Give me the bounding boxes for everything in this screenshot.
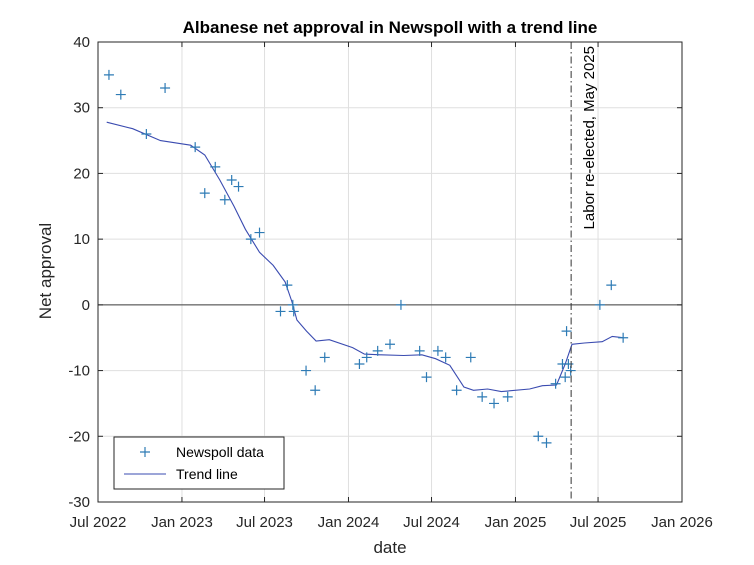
data-point	[533, 431, 544, 442]
x-tick-label: Jul 2025	[570, 514, 627, 531]
data-point	[451, 385, 462, 396]
data-point	[115, 89, 126, 100]
data-point	[288, 306, 299, 317]
data-point	[233, 181, 244, 192]
data-point	[421, 372, 432, 383]
data-point	[310, 385, 321, 396]
data-point	[275, 306, 286, 317]
annotation-group: Labor re-elected, May 2025	[570, 42, 598, 502]
data-point	[477, 391, 488, 402]
x-axis-label: date	[373, 538, 406, 557]
data-point	[550, 378, 561, 389]
x-axis-ticks: Jul 2022 Jan 2023 Jul 2023 Jan 2024 Jul 2024…	[70, 42, 713, 531]
data-point	[199, 188, 210, 199]
data-point	[465, 352, 476, 363]
legend: Newspoll data Trend line	[113, 436, 285, 490]
data-point	[563, 359, 574, 369]
data-point	[282, 280, 293, 291]
y-tick-label: -20	[68, 428, 90, 445]
data-point	[301, 365, 312, 376]
x-tick-label: Jul 2024	[403, 514, 460, 531]
y-tick-label: 40	[73, 34, 90, 51]
data-point	[160, 83, 171, 93]
trend-line	[106, 121, 624, 393]
data-point	[395, 299, 406, 310]
data-point	[319, 352, 330, 363]
data-point	[440, 352, 451, 363]
data-point	[541, 437, 552, 448]
x-tick-label: Jan 2025	[485, 514, 547, 531]
chart-title: Albanese net approval in Newspoll with a…	[183, 18, 598, 37]
data-markers	[103, 69, 629, 448]
data-point	[489, 398, 500, 409]
data-point	[432, 345, 443, 356]
data-point	[190, 142, 201, 153]
data-point	[594, 299, 605, 310]
y-tick-label: -10	[68, 363, 90, 380]
x-tick-label: Jul 2022	[70, 514, 127, 531]
y-tick-label: -30	[68, 494, 90, 511]
data-point	[254, 227, 265, 238]
legend-label: Newspoll data	[176, 444, 264, 460]
data-point	[210, 161, 221, 172]
data-point	[219, 194, 230, 205]
legend-marker-swatch	[140, 447, 150, 457]
data-point	[560, 372, 571, 383]
trend-line-group	[106, 121, 624, 393]
data-point	[141, 129, 152, 139]
y-tick-label: 10	[73, 231, 90, 248]
x-tick-label: Jan 2023	[151, 514, 213, 531]
data-point	[226, 175, 237, 185]
y-tick-label: 20	[73, 165, 90, 182]
x-tick-label: Jul 2023	[236, 514, 293, 531]
y-axis-label: Net approval	[36, 223, 55, 319]
data-point	[103, 69, 114, 80]
data-point	[287, 299, 298, 310]
y-tick-label: 30	[73, 100, 90, 117]
y-tick-label: 0	[82, 297, 90, 314]
data-point	[354, 359, 365, 369]
election-annotation-label: Labor re-elected, May 2025	[581, 46, 598, 229]
data-point	[618, 332, 629, 343]
data-point	[385, 339, 395, 350]
y-axis-ticks: -30 -20 -10 0 10 20 30 40	[68, 34, 682, 511]
legend-label: Trend line	[176, 466, 238, 482]
data-point	[372, 345, 383, 356]
plot-frame	[97, 41, 683, 503]
data-point	[561, 326, 572, 337]
legend-box	[113, 436, 285, 490]
data-point	[245, 234, 256, 245]
x-tick-label: Jan 2026	[651, 514, 713, 531]
data-point	[502, 391, 513, 402]
x-tick-label: Jan 2024	[318, 514, 380, 531]
data-point	[361, 352, 372, 363]
data-point	[414, 345, 425, 356]
data-point	[606, 280, 617, 291]
